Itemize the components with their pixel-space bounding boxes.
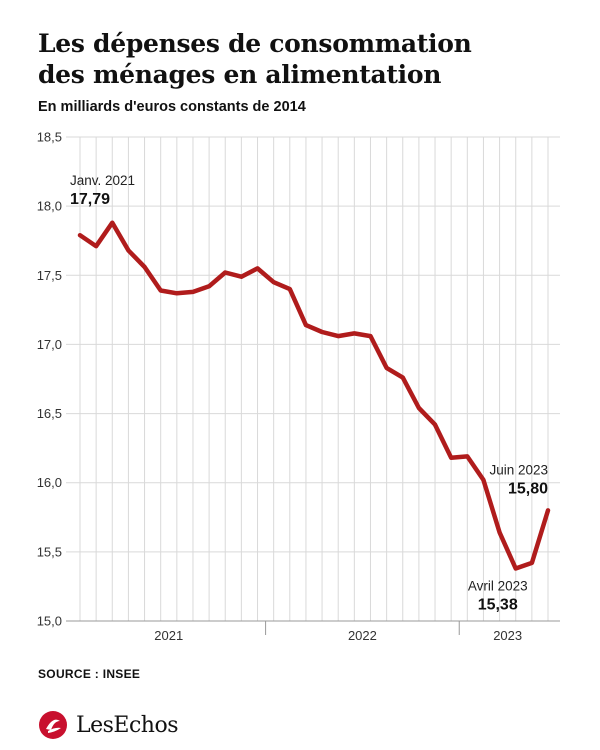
annotation-label: Janv. 2021 — [70, 173, 135, 188]
chart-title: Les dépenses de consommation des ménages… — [38, 28, 578, 90]
y-tick-label: 17,0 — [37, 337, 62, 352]
les-echos-emblem-icon — [39, 711, 67, 739]
y-tick-label: 16,5 — [37, 406, 62, 421]
source-note: SOURCE : INSEE — [38, 667, 141, 681]
y-tick-label: 17,5 — [37, 268, 62, 283]
x-tick-label: 2021 — [154, 628, 183, 643]
annotation-value: 17,79 — [70, 191, 110, 208]
annotation-label: Avril 2023 — [468, 578, 528, 593]
line-chart: 15,0 15,5 16,0 16,5 17,0 17,5 18,0 18,5 2021 2022… — [37, 130, 560, 643]
annotation-value: 15,38 — [478, 596, 518, 613]
y-tick-label: 15,0 — [37, 614, 62, 629]
annotation-label: Juin 2023 — [489, 462, 548, 477]
x-tick-label: 2022 — [348, 628, 377, 643]
y-tick-label: 15,5 — [37, 544, 62, 559]
chart-subtitle: En milliards d'euros constants de 2014 — [38, 99, 306, 115]
x-tick-label: 2023 — [493, 628, 522, 643]
y-tick-label: 18,5 — [37, 130, 62, 145]
annotation-value: 15,80 — [508, 480, 548, 497]
brand-logo: LesEchos — [38, 708, 179, 742]
y-tick-label: 18,0 — [37, 199, 62, 214]
series-line — [77, 220, 551, 571]
title-line-1: Les dépenses de consommation — [38, 29, 472, 58]
y-tick-label: 16,0 — [37, 475, 62, 490]
brand-name: LesEchos — [76, 712, 179, 738]
title-line-2: des ménages en alimentation — [38, 60, 442, 89]
